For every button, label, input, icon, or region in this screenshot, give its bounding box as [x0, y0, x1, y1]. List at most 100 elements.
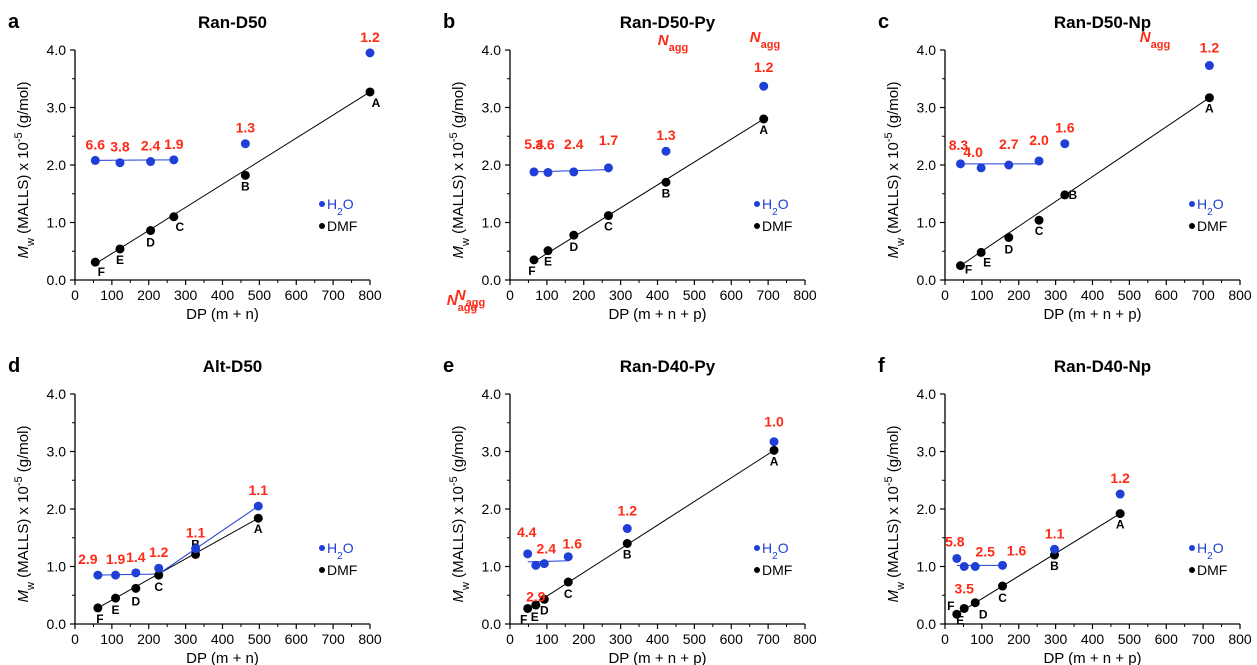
legend-h2o-part: H — [327, 196, 337, 212]
y-axis-label-part: w — [895, 238, 907, 247]
dmf-point — [543, 246, 553, 256]
h2o-point — [240, 139, 250, 149]
y-axis-label-part: M — [15, 589, 32, 602]
nagg-value-label: 3.5 — [954, 581, 974, 597]
panel-letter: e — [443, 355, 454, 377]
y-tick-label: 0.0 — [47, 616, 67, 632]
panel-letter: a — [8, 11, 20, 33]
legend-h2o-marker — [319, 545, 325, 551]
dmf-point-label: A — [1205, 102, 1214, 116]
dmf-point-label: C — [998, 591, 1007, 605]
nagg-value-label: 1.9 — [106, 551, 126, 567]
dmf-point — [169, 212, 179, 222]
panel-title: Ran-D50-Np — [1054, 13, 1151, 32]
dmf-point-label: C — [154, 580, 163, 594]
x-tick-label: 100 — [535, 631, 559, 647]
y-tick-label: 3.0 — [917, 444, 937, 460]
dmf-point — [1115, 509, 1125, 519]
y-axis-label-part: (g/mol) — [15, 426, 32, 477]
h2o-point — [661, 146, 671, 156]
legend-h2o-marker — [319, 201, 325, 207]
dmf-point — [529, 255, 539, 265]
nagg-value-label: 3.6 — [535, 136, 555, 152]
dmf-point-label: C — [604, 220, 613, 234]
dmf-point-label: A — [759, 123, 768, 137]
dmf-point-label: B — [623, 548, 632, 562]
x-tick-label: 0 — [941, 287, 949, 303]
dmf-point-label: E — [956, 613, 964, 627]
x-tick-label: 500 — [248, 287, 272, 303]
y-axis-label: Mw (MALLS) x 10-5 (g/mol) — [13, 426, 37, 603]
dmf-point-label: D — [569, 240, 578, 254]
y-tick-label: 3.0 — [482, 100, 502, 116]
x-tick-label: 400 — [1081, 287, 1105, 303]
nagg-value-label: 1.3 — [236, 120, 256, 136]
x-tick-label: 400 — [646, 631, 670, 647]
legend-h2o-label: H2O — [327, 196, 354, 218]
y-axis-label-part: w — [895, 582, 907, 591]
nagg-value-label: 1.0 — [764, 414, 784, 430]
legend-h2o-marker — [1189, 201, 1195, 207]
y-axis-label-part: (MALLS) x 10 — [15, 486, 32, 582]
x-tick-label: 300 — [609, 631, 633, 647]
h2o-point — [523, 549, 533, 559]
legend-h2o-part: 2 — [337, 207, 343, 218]
legend-h2o-label: H2O — [762, 196, 789, 218]
y-tick-label: 0.0 — [47, 272, 67, 288]
dmf-point-label: F — [96, 612, 103, 626]
x-tick-label: 700 — [321, 631, 345, 647]
x-tick-label: 100 — [970, 287, 994, 303]
legend-dmf-label: DMF — [762, 218, 792, 234]
x-tick-label: 400 — [1081, 631, 1105, 647]
x-tick-label: 600 — [285, 287, 309, 303]
x-tick-label: 700 — [1191, 631, 1215, 647]
nagg-title: Nagg — [750, 29, 780, 51]
dmf-point — [253, 513, 263, 523]
dmf-point-label: E — [983, 255, 991, 269]
dmf-point-label: B — [241, 179, 250, 193]
dmf-point-label: C — [175, 220, 184, 234]
y-axis-label-part: -5 — [448, 476, 460, 486]
nagg-value-label: 3.8 — [110, 139, 130, 155]
y-axis-label-part: -5 — [13, 476, 25, 486]
legend-dmf-label: DMF — [327, 218, 357, 234]
dmf-point — [569, 230, 579, 240]
nagg-title-sub: agg — [761, 39, 781, 51]
dmf-point-label: A — [1116, 518, 1125, 532]
dmf-point — [603, 211, 613, 221]
y-axis-label: Mw (MALLS) x 10-5 (g/mol) — [448, 82, 472, 259]
nagg-value-label: 1.2 — [1110, 470, 1130, 486]
y-axis-label-part: w — [460, 582, 472, 591]
legend-dmf-label: DMF — [327, 562, 357, 578]
h2o-point — [952, 553, 962, 563]
y-axis-label-part: M — [15, 245, 32, 258]
y-axis-label-part: M — [450, 589, 467, 602]
y-axis-label: Mw (MALLS) x 10-5 (g/mol) — [448, 426, 472, 603]
panel-e: e Ran-D40-Py 0 100 200 300 400 500 600 700 800 0.0 1… — [443, 355, 817, 665]
h2o-point — [191, 544, 201, 554]
y-tick-label: 2.0 — [917, 501, 937, 517]
dmf-point — [1204, 93, 1214, 103]
h2o-point — [131, 568, 141, 578]
dmf-fit-line — [956, 513, 1121, 615]
legend-dmf-label: DMF — [1197, 562, 1227, 578]
x-tick-label: 600 — [285, 631, 309, 647]
dmf-point-label: F — [947, 599, 954, 613]
x-tick-label: 300 — [609, 287, 633, 303]
dmf-point — [976, 247, 986, 257]
nagg-value-label: 4.0 — [963, 144, 983, 160]
dmf-point-label: A — [372, 96, 381, 110]
legend-h2o-marker — [754, 201, 760, 207]
dmf-point — [523, 603, 533, 613]
x-tick-label: 100 — [100, 287, 124, 303]
legend-h2o-label: H2O — [762, 540, 789, 562]
h2o-point — [1034, 156, 1044, 166]
h2o-point — [959, 562, 969, 571]
dmf-point — [769, 445, 779, 455]
y-axis-label-part: (MALLS) x 10 — [450, 486, 467, 582]
dmf-point-label: C — [564, 587, 573, 601]
h2o-point — [998, 560, 1008, 570]
nagg-value-label: 2.9 — [526, 588, 546, 604]
x-tick-label: 200 — [1007, 631, 1031, 647]
h2o-point — [169, 155, 179, 165]
